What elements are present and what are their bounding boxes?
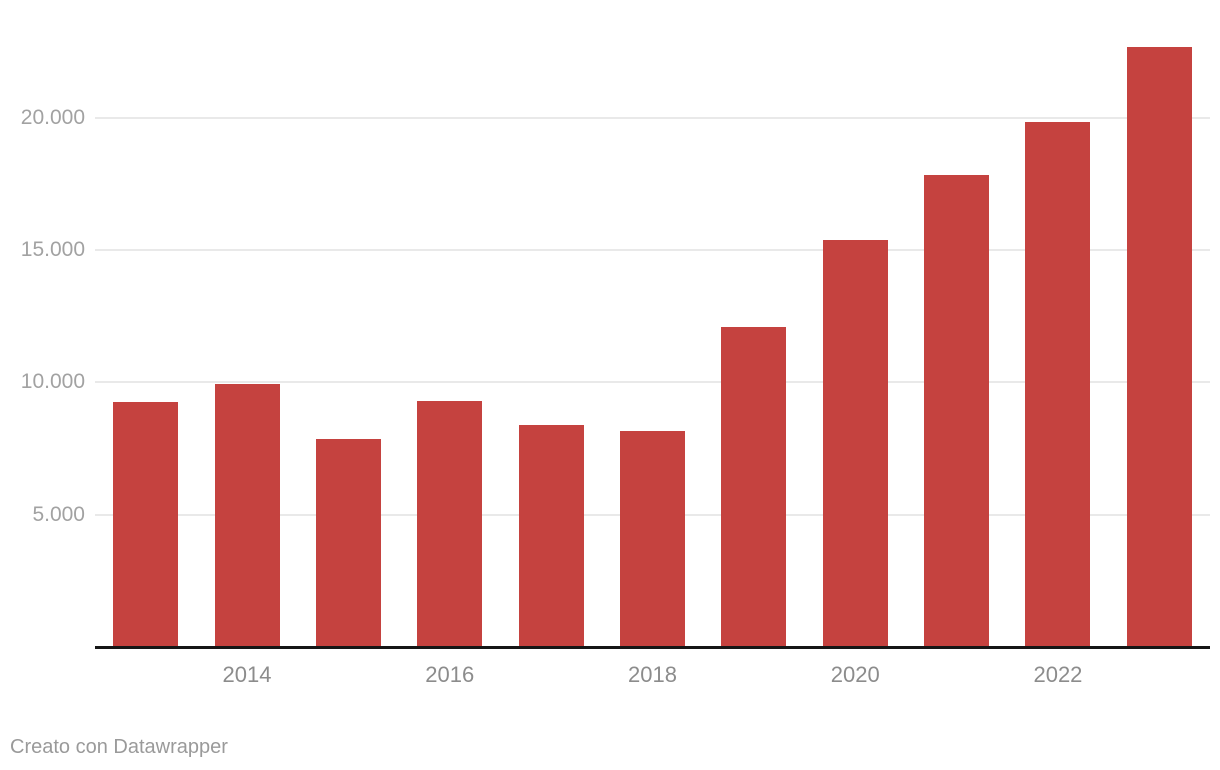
x-tick-label: 2018 (628, 662, 677, 687)
bar-2023[interactable] (1127, 47, 1192, 647)
x-tick-label: 2020 (830, 662, 880, 687)
bar-2013[interactable] (113, 402, 178, 647)
bar-2022[interactable] (1025, 122, 1090, 647)
y-tick-label: 15.000 (20, 238, 85, 262)
bar-2016[interactable] (417, 401, 482, 647)
datawrapper-credit-link[interactable]: Creato con Datawrapper (10, 736, 228, 758)
x-tick-label: 2014 (222, 662, 272, 687)
gridline (95, 249, 1210, 252)
bar-2021[interactable] (924, 175, 989, 647)
x-tick-label: 2022 (1033, 662, 1083, 687)
gridline (95, 381, 1210, 384)
x-tick-label: 2016 (425, 662, 475, 687)
bar-2018[interactable] (620, 431, 685, 646)
y-tick-label: 5.000 (32, 502, 85, 526)
y-tick-label: 20.000 (20, 106, 85, 129)
bar-2020[interactable] (823, 240, 888, 647)
gridline (95, 117, 1210, 119)
bar-2015[interactable] (316, 439, 381, 647)
x-axis-baseline (95, 646, 1210, 649)
bar-2019[interactable] (721, 327, 786, 647)
bar-2014[interactable] (215, 384, 280, 647)
bar-2017[interactable] (519, 425, 584, 647)
y-tick-label: 10.000 (20, 370, 85, 394)
